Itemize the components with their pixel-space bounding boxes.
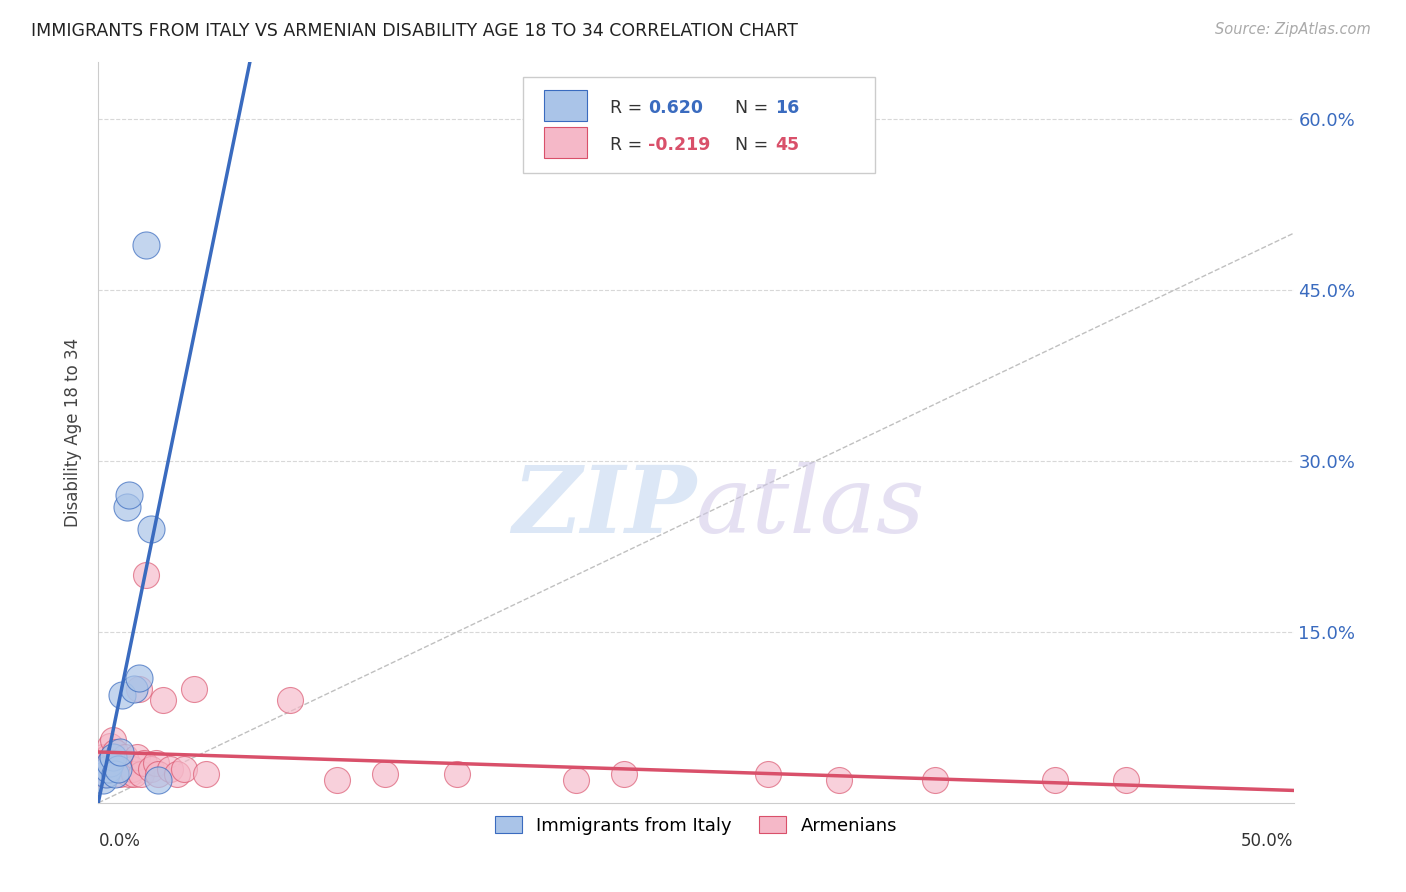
Point — [97, 762, 120, 776]
Point — [104, 745, 127, 759]
Point — [152, 693, 174, 707]
Point — [135, 568, 157, 582]
Point — [94, 767, 117, 781]
Point — [115, 756, 138, 770]
Point — [121, 762, 143, 776]
Text: 0.620: 0.620 — [648, 99, 703, 117]
Text: atlas: atlas — [696, 462, 925, 551]
Point — [756, 767, 779, 781]
Point — [104, 767, 127, 781]
Point — [90, 762, 112, 776]
Point — [278, 693, 301, 707]
Point — [828, 772, 851, 787]
Point — [98, 756, 122, 770]
Point — [97, 762, 120, 776]
Point — [124, 681, 146, 696]
Point — [1115, 772, 1137, 787]
Text: Source: ZipAtlas.com: Source: ZipAtlas.com — [1215, 22, 1371, 37]
Point — [108, 745, 131, 759]
Text: -0.219: -0.219 — [648, 136, 710, 153]
Point — [131, 767, 153, 781]
Point — [108, 767, 131, 781]
Point — [135, 237, 157, 252]
Point — [91, 750, 114, 764]
Point — [374, 767, 396, 781]
Point — [91, 772, 114, 787]
Point — [101, 750, 124, 764]
Point — [132, 756, 155, 770]
Point — [98, 756, 122, 770]
Point — [94, 756, 117, 770]
Point — [97, 750, 120, 764]
Point — [159, 762, 181, 776]
Point — [128, 671, 150, 685]
Legend: Immigrants from Italy, Armenians: Immigrants from Italy, Armenians — [488, 809, 904, 842]
Point — [1043, 772, 1066, 787]
Point — [107, 756, 129, 770]
Point — [91, 767, 114, 781]
Point — [115, 500, 138, 514]
Text: R =: R = — [610, 136, 648, 153]
Point — [148, 767, 170, 781]
Y-axis label: Disability Age 18 to 34: Disability Age 18 to 34 — [65, 338, 83, 527]
Point — [924, 772, 946, 787]
Point — [101, 733, 124, 747]
Text: R =: R = — [610, 99, 648, 117]
Point — [114, 750, 136, 764]
Point — [124, 767, 146, 781]
Point — [613, 767, 636, 781]
Text: 16: 16 — [775, 99, 799, 117]
Point — [118, 767, 141, 781]
FancyBboxPatch shape — [523, 78, 875, 173]
Text: N =: N = — [735, 99, 775, 117]
Text: N =: N = — [735, 136, 775, 153]
FancyBboxPatch shape — [544, 89, 588, 121]
Point — [101, 750, 124, 764]
Point — [107, 762, 129, 776]
Point — [173, 762, 195, 776]
Point — [183, 681, 205, 696]
Text: ZIP: ZIP — [512, 462, 696, 551]
Point — [446, 767, 468, 781]
Point — [326, 772, 349, 787]
Point — [118, 488, 141, 502]
Text: 0.0%: 0.0% — [98, 832, 141, 850]
Point — [565, 772, 588, 787]
Point — [98, 739, 122, 753]
Point — [139, 762, 162, 776]
Point — [145, 756, 167, 770]
Text: 50.0%: 50.0% — [1241, 832, 1294, 850]
Point — [139, 523, 162, 537]
Point — [195, 767, 218, 781]
Text: 45: 45 — [775, 136, 799, 153]
Point — [166, 767, 188, 781]
Point — [125, 750, 148, 764]
Point — [128, 681, 150, 696]
FancyBboxPatch shape — [544, 127, 588, 158]
Point — [148, 772, 170, 787]
Point — [111, 688, 134, 702]
Point — [94, 767, 117, 781]
Point — [111, 762, 134, 776]
Text: IMMIGRANTS FROM ITALY VS ARMENIAN DISABILITY AGE 18 TO 34 CORRELATION CHART: IMMIGRANTS FROM ITALY VS ARMENIAN DISABI… — [31, 22, 797, 40]
